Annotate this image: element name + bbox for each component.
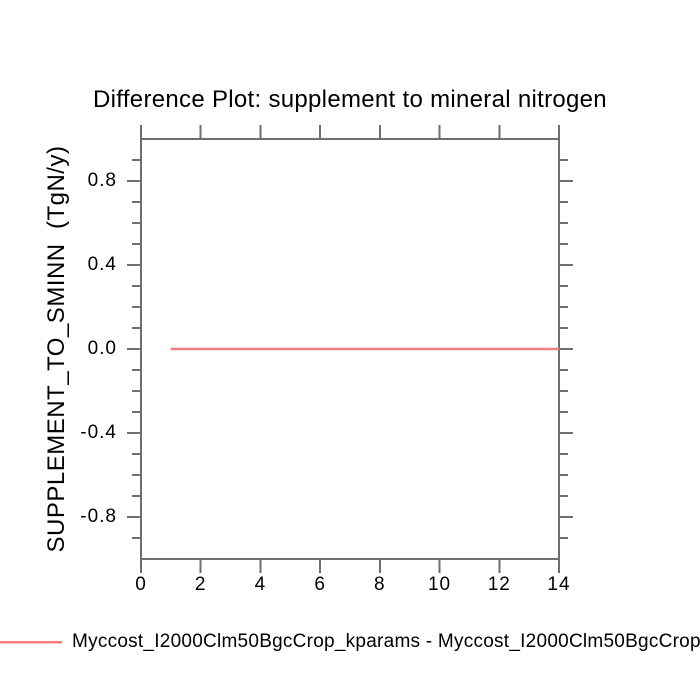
y-tick-label: -0.4 [80,422,117,443]
x-tick-label: 6 [314,574,326,595]
y-tick-label: -0.8 [80,506,117,527]
legend-label: Myccost_I2000Clm50BgcCrop_kparams - Mycc… [72,631,700,652]
y-tick-label: 0.0 [87,338,117,359]
y-tick-label: 0.8 [87,170,117,191]
x-tick-label: 12 [487,574,511,595]
x-tick-label: 4 [254,574,267,595]
x-tick-label: 2 [194,574,207,595]
y-tick-label: 0.4 [87,254,117,275]
chart-title: Difference Plot: supplement to mineral n… [93,86,607,113]
x-tick-label: 14 [547,574,571,595]
x-tick-label: 0 [135,574,147,595]
x-tick-label: 8 [374,574,386,595]
x-tick-label: 10 [427,574,452,595]
